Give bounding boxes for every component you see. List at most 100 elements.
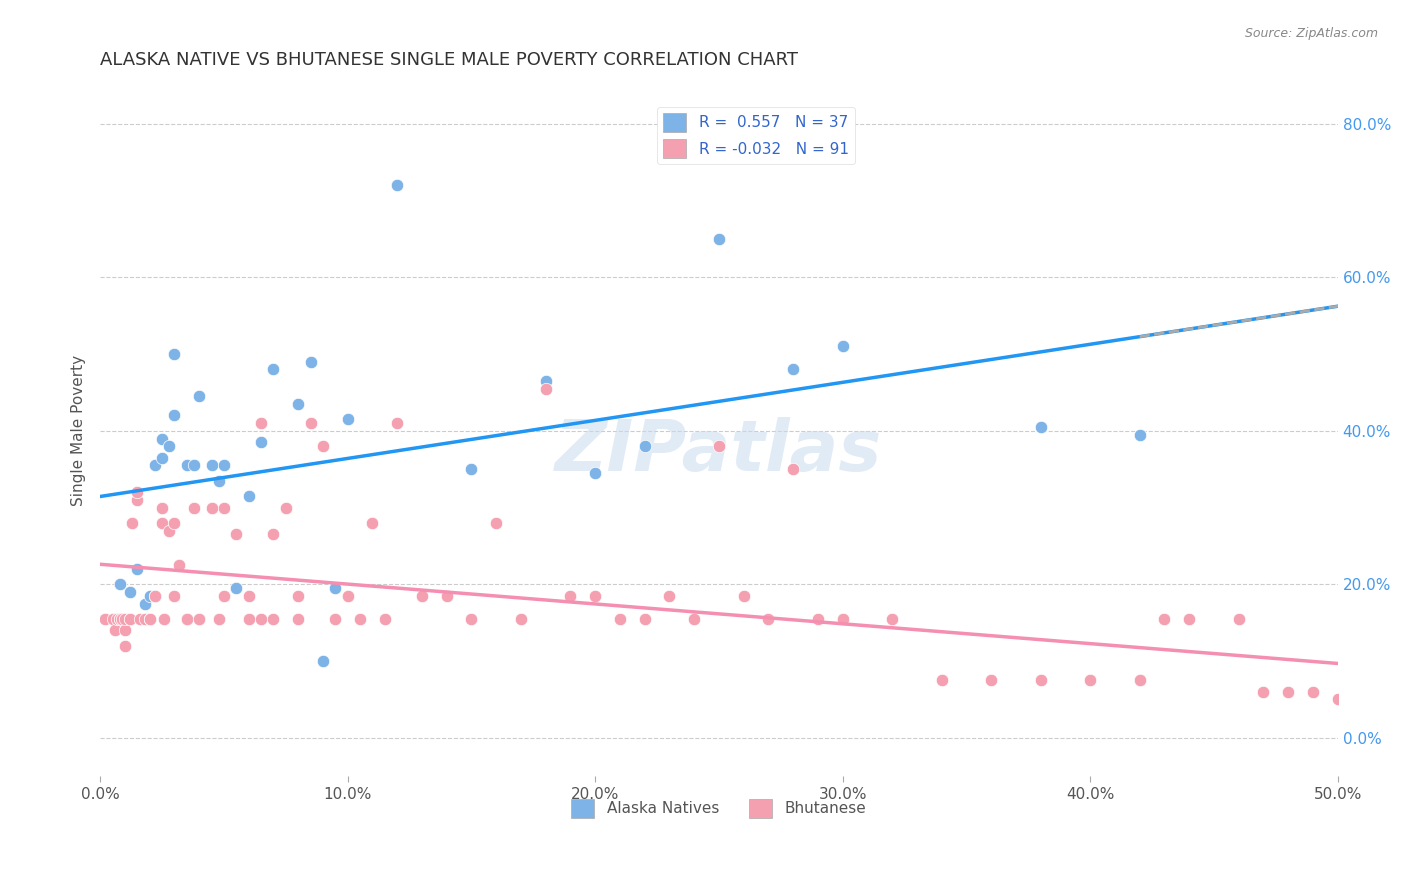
Point	[262, 527, 284, 541]
Point	[1376, 692, 1399, 706]
Point	[534, 374, 557, 388]
Point	[108, 612, 131, 626]
Point	[1129, 427, 1152, 442]
Point	[758, 612, 780, 626]
Y-axis label: Single Male Poverty: Single Male Poverty	[72, 355, 86, 507]
Point	[127, 492, 149, 507]
Point	[1029, 673, 1052, 688]
Point	[208, 612, 231, 626]
Point	[101, 612, 124, 626]
Point	[534, 382, 557, 396]
Point	[238, 589, 260, 603]
Point	[361, 516, 384, 530]
Text: Source: ZipAtlas.com: Source: ZipAtlas.com	[1244, 27, 1378, 40]
Point	[169, 558, 191, 573]
Point	[250, 435, 273, 450]
Point	[114, 612, 136, 626]
Point	[385, 416, 408, 430]
Point	[188, 389, 211, 403]
Point	[176, 612, 198, 626]
Point	[782, 362, 804, 376]
Point	[436, 589, 458, 603]
Point	[153, 612, 176, 626]
Point	[159, 439, 181, 453]
Point	[707, 232, 730, 246]
Legend: Alaska Natives, Bhutanese: Alaska Natives, Bhutanese	[565, 793, 873, 824]
Point	[583, 466, 606, 480]
Point	[163, 347, 186, 361]
Point	[312, 654, 335, 668]
Point	[831, 339, 853, 353]
Point	[225, 527, 247, 541]
Point	[114, 624, 136, 638]
Point	[299, 355, 322, 369]
Point	[143, 458, 166, 473]
Point	[94, 612, 117, 626]
Point	[188, 612, 211, 626]
Point	[212, 500, 235, 515]
Point	[163, 516, 186, 530]
Point	[150, 516, 173, 530]
Point	[385, 178, 408, 193]
Point	[238, 489, 260, 503]
Point	[1302, 685, 1324, 699]
Point	[150, 450, 173, 465]
Point	[583, 589, 606, 603]
Point	[138, 612, 160, 626]
Point	[134, 612, 156, 626]
Point	[150, 500, 173, 515]
Point	[931, 673, 953, 688]
Point	[633, 439, 655, 453]
Point	[882, 612, 904, 626]
Point	[150, 432, 173, 446]
Point	[121, 516, 143, 530]
Point	[1129, 673, 1152, 688]
Point	[108, 612, 131, 626]
Point	[111, 612, 134, 626]
Point	[323, 612, 346, 626]
Point	[212, 458, 235, 473]
Point	[336, 589, 359, 603]
Point	[118, 585, 141, 599]
Point	[114, 639, 136, 653]
Point	[262, 612, 284, 626]
Point	[485, 516, 508, 530]
Point	[460, 462, 482, 476]
Point	[1178, 612, 1201, 626]
Point	[176, 458, 198, 473]
Point	[138, 589, 160, 603]
Point	[183, 458, 205, 473]
Point	[374, 612, 396, 626]
Point	[127, 485, 149, 500]
Point	[163, 589, 186, 603]
Point	[287, 612, 309, 626]
Point	[118, 612, 141, 626]
Point	[1029, 420, 1052, 434]
Point	[312, 439, 335, 453]
Point	[323, 581, 346, 595]
Point	[1253, 685, 1275, 699]
Point	[1277, 685, 1299, 699]
Point	[274, 500, 297, 515]
Point	[1326, 692, 1348, 706]
Point	[733, 589, 755, 603]
Point	[707, 439, 730, 453]
Point	[104, 624, 127, 638]
Point	[1400, 692, 1406, 706]
Point	[183, 500, 205, 515]
Point	[108, 577, 131, 591]
Point	[633, 612, 655, 626]
Point	[138, 612, 160, 626]
Point	[658, 589, 681, 603]
Point	[1351, 692, 1374, 706]
Point	[127, 562, 149, 576]
Point	[262, 362, 284, 376]
Point	[188, 612, 211, 626]
Point	[128, 612, 150, 626]
Point	[1153, 612, 1175, 626]
Point	[159, 524, 181, 538]
Text: ZIPatlas: ZIPatlas	[555, 417, 883, 486]
Point	[287, 589, 309, 603]
Text: ALASKA NATIVE VS BHUTANESE SINGLE MALE POVERTY CORRELATION CHART: ALASKA NATIVE VS BHUTANESE SINGLE MALE P…	[100, 51, 799, 69]
Point	[200, 500, 222, 515]
